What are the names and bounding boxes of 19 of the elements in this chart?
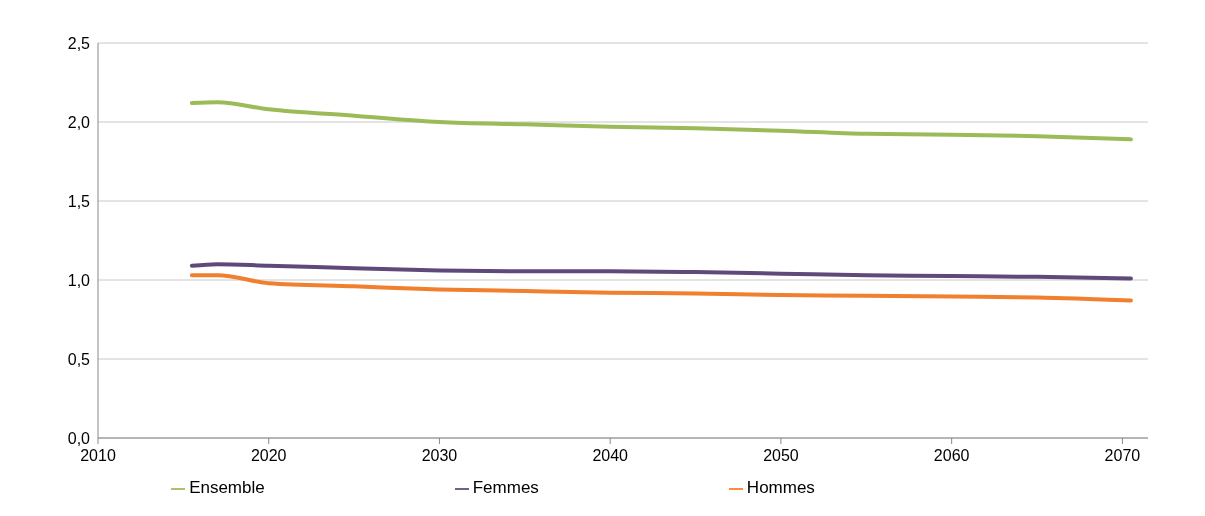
x-tick-label: 2040	[592, 447, 629, 465]
legend-label: Ensemble	[189, 478, 265, 497]
y-tick-label: 0,5	[67, 350, 91, 368]
x-tick-label: 2010	[80, 447, 116, 465]
y-tick-label: 1,5	[67, 192, 91, 210]
x-tick-label: 2050	[763, 447, 799, 465]
line-series	[189, 100, 1133, 142]
x-tick-label: 2060	[933, 447, 970, 465]
line-series	[189, 273, 1133, 303]
legend-label: Hommes	[746, 478, 815, 497]
y-tick-label: 2,5	[67, 34, 91, 52]
y-tick-label: 0,0	[67, 429, 91, 447]
y-tick-label: 2,0	[67, 113, 91, 131]
y-tick-label: 1,0	[67, 271, 91, 289]
x-tick-label: 2020	[250, 447, 287, 465]
x-tick-label: 2030	[421, 447, 458, 465]
legend-label: Femmes	[472, 478, 539, 497]
x-tick-label: 2070	[1104, 447, 1141, 465]
line-series	[189, 262, 1133, 281]
